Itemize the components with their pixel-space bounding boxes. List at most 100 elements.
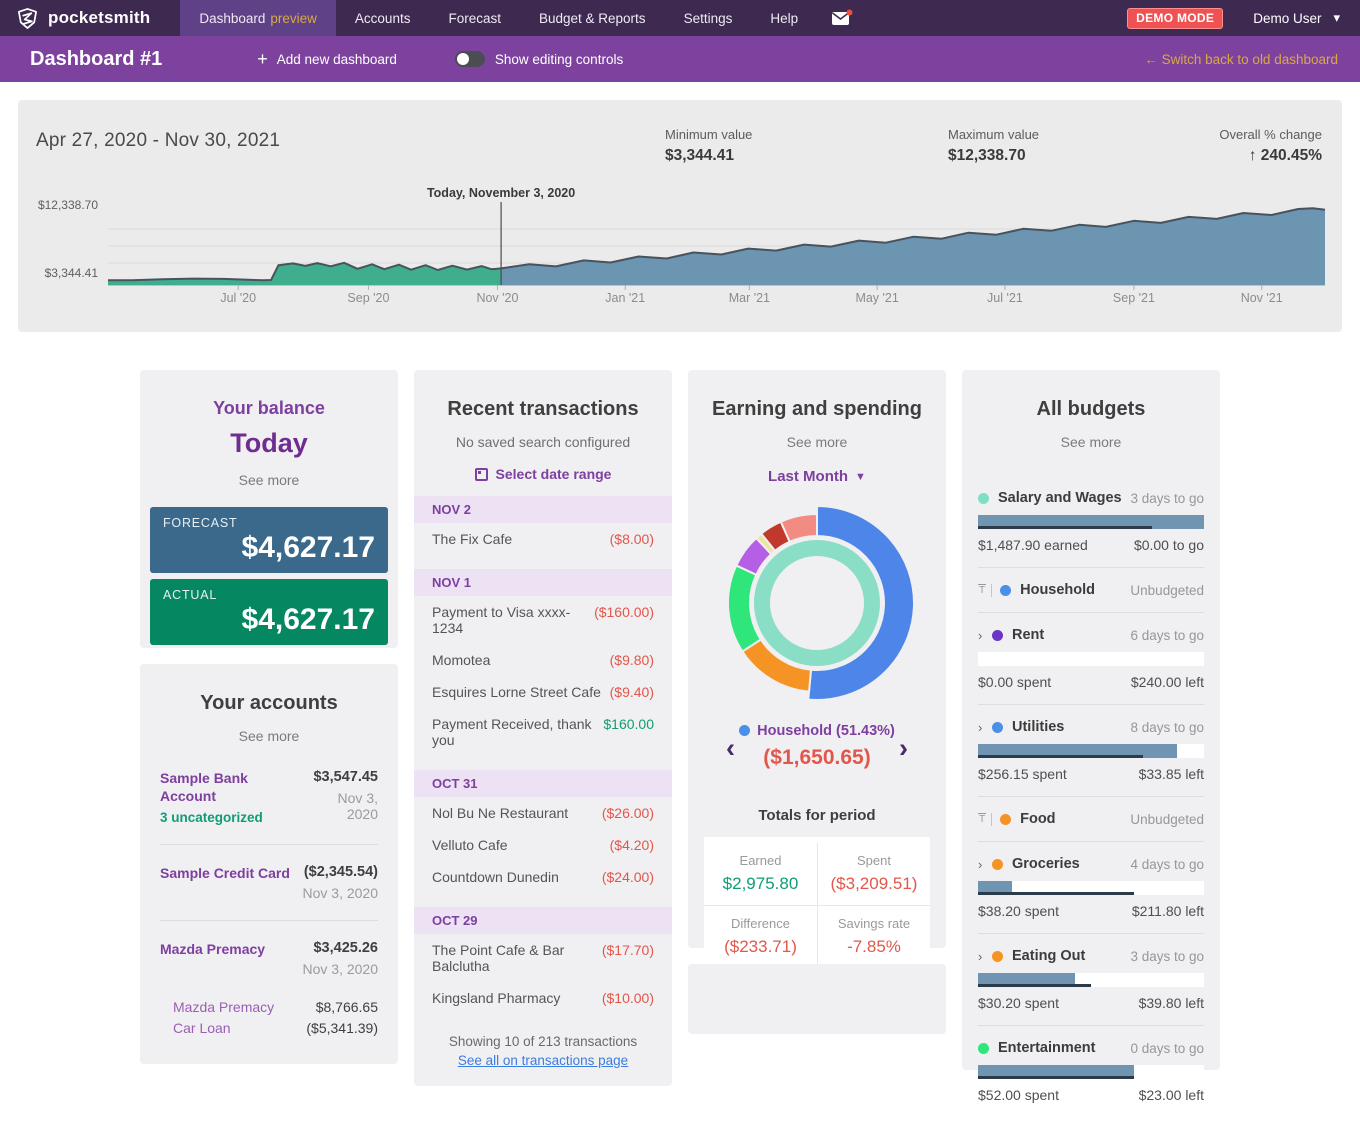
balance-forecast-area-chart[interactable]: Jul '20 Sep '20 Nov '20 Jan '21 Mar '21 May '… <box>18 100 1342 332</box>
accounts-see-more-link[interactable]: See more <box>238 728 300 744</box>
select-date-range-button[interactable]: Select date range <box>414 466 672 482</box>
transaction-row[interactable]: The Point Cafe & Bar Balclutha ($17.70) <box>414 934 672 982</box>
donut-slice-household[interactable] <box>807 504 915 701</box>
category-dot <box>992 858 1003 870</box>
transaction-name: The Point Cafe & Bar Balclutha <box>432 942 565 974</box>
add-dashboard-button[interactable]: + Add new dashboard <box>257 49 397 69</box>
toggle-switch[interactable] <box>454 51 485 67</box>
account-row[interactable]: Sample Credit Card ($2,345.54) Nov 3, 20… <box>160 844 378 920</box>
svg-text:Nov '21: Nov '21 <box>1241 291 1283 305</box>
svg-text:Jul '21: Jul '21 <box>987 291 1023 305</box>
top-navigation: pocketsmith Dashboard preview Accounts F… <box>0 0 1360 36</box>
transactions-subtitle: No saved search configured <box>455 434 631 450</box>
notification-dot <box>846 9 853 16</box>
svg-text:Sep '20: Sep '20 <box>347 291 389 305</box>
divider <box>978 567 1204 568</box>
transaction-row[interactable]: Payment to Visa xxxx-1234 ($160.00) <box>414 596 672 644</box>
transaction-row[interactable]: Momotea ($9.80) <box>414 644 672 676</box>
budget-row-groceries: › Groceries 4 days to go $38.20 spent $2… <box>978 856 1204 919</box>
transaction-date-header: NOV 2 <box>414 496 672 523</box>
transactions-count: Showing 10 of 213 transactions <box>448 1034 638 1049</box>
dropdown-triangle-icon: ▼ <box>855 470 866 483</box>
earning-spending-donut[interactable] <box>688 487 946 719</box>
pocketsmith-logo-icon <box>18 7 37 29</box>
account-row[interactable]: Sample Bank Account 3 uncategorized $3,5… <box>160 769 378 826</box>
brand-name: pocketsmith <box>48 8 151 27</box>
divider <box>978 704 1204 705</box>
editing-controls-toggle[interactable]: Show editing controls <box>454 51 623 67</box>
tab-help[interactable]: Help <box>770 10 799 26</box>
budget-row-entertainment: Entertainment 0 days to go $52.00 spent … <box>978 1040 1204 1103</box>
plus-icon: + <box>257 49 268 69</box>
total-earned: Earned $2,975.80 <box>704 843 817 906</box>
expand-chevron-icon[interactable]: › <box>978 856 983 872</box>
account-row[interactable]: Mazda Premacy $3,425.26 Nov 3, 2020 <box>160 920 378 981</box>
expand-chevron-icon[interactable]: › <box>978 719 983 735</box>
tab-settings[interactable]: Settings <box>683 10 733 26</box>
pocketsmith-logo[interactable]: pocketsmith <box>0 0 180 36</box>
stat-maximum: Maximum value $12,338.70 <box>948 127 1040 164</box>
donut-slice-slice-salmon[interactable] <box>779 512 818 544</box>
transaction-row[interactable]: The Fix Cafe ($8.00) <box>414 523 672 555</box>
budget-progress-bar <box>978 973 1204 987</box>
legend-amount: ($1,650.65) <box>763 746 871 769</box>
transaction-row[interactable]: Kingsland Pharmacy ($10.00) <box>414 982 672 1014</box>
transaction-name: The Fix Cafe <box>432 531 513 547</box>
user-menu[interactable]: Demo User <box>1253 10 1322 26</box>
uncategorized-badge[interactable]: 3 uncategorized <box>160 810 263 826</box>
chevron-down-icon[interactable]: ▾ <box>1333 10 1340 25</box>
expand-chevron-icon[interactable]: › <box>978 948 983 964</box>
total-spent: Spent ($3,209.51) <box>817 843 930 906</box>
column-4: All budgets See more Salary and Wages 3 … <box>962 370 1220 1103</box>
column-1: Your balance Today See more FORECAST $4,… <box>140 370 398 1086</box>
transaction-row[interactable]: Esquires Lorne Street Cafe ($9.40) <box>414 676 672 708</box>
left-arrow-icon: ← <box>1144 51 1158 67</box>
calendar-icon <box>474 467 488 481</box>
tab-forecast[interactable]: Forecast <box>448 10 501 26</box>
donut-legend: ‹ Household (51.43%) ($1,650.65) › <box>688 723 946 785</box>
divider <box>978 1025 1204 1026</box>
transaction-amount: ($9.40) <box>609 684 654 700</box>
transaction-row[interactable]: Countdown Dunedin ($24.00) <box>414 861 672 893</box>
switch-back-link[interactable]: ← Switch back to old dashboard <box>1144 51 1338 67</box>
accounts-title: Your accounts <box>200 692 338 714</box>
balance-title: Your balance <box>213 398 325 418</box>
budget-progress-bar <box>978 744 1204 758</box>
budgets-see-more-link[interactable]: See more <box>1060 434 1122 450</box>
stat-minimum: Minimum value $3,344.41 <box>665 127 753 164</box>
column-2: Recent transactions No saved search conf… <box>414 370 672 1086</box>
transaction-row[interactable]: Velluto Cafe ($4.20) <box>414 829 672 861</box>
divider <box>978 612 1204 613</box>
previous-slice-arrow[interactable]: ‹ <box>726 733 735 763</box>
tab-dashboard[interactable]: Dashboard preview <box>180 0 336 36</box>
toggle-knob <box>456 53 469 65</box>
period-dropdown[interactable]: Last Month ▼ <box>768 468 866 485</box>
tab-budget-reports[interactable]: Budget & Reports <box>538 10 646 26</box>
inbox-button[interactable] <box>817 0 867 36</box>
savings-rate: Savings rate -7.85% <box>817 906 930 968</box>
transaction-name: Velluto Cafe <box>432 837 508 853</box>
transaction-name: Kingsland Pharmacy <box>432 990 561 1006</box>
total-difference: Difference ($233.71) <box>724 916 797 956</box>
see-all-transactions-link[interactable]: See all on transactions page <box>457 1053 629 1068</box>
category-dot <box>992 629 1003 641</box>
budget-progress-bar <box>978 515 1204 529</box>
svg-text:Mar '21: Mar '21 <box>729 291 770 305</box>
transaction-row[interactable]: Payment Received, thank you $160.00 <box>414 708 672 756</box>
budgets-list: Salary and Wages 3 days to go $1,487.90 … <box>962 490 1220 1123</box>
tab-accounts[interactable]: Accounts <box>354 10 411 26</box>
recent-transactions-card: Recent transactions No saved search conf… <box>414 370 672 1086</box>
transaction-name: Payment Received, thank you <box>432 716 592 748</box>
earnings-inner-ring[interactable] <box>754 540 880 666</box>
widgets-grid: Your balance Today See more FORECAST $4,… <box>140 370 1220 1103</box>
budget-row-rent: › Rent 6 days to go $0.00 spent $240.00 … <box>978 627 1204 690</box>
sub-account-row[interactable]: Mazda Premacy Car Loan $8,766.65 ($5,341… <box>173 999 378 1036</box>
next-slice-arrow[interactable]: › <box>899 733 908 763</box>
expand-chevron-icon[interactable]: › <box>978 627 983 643</box>
rollup-icon: T <box>978 812 993 826</box>
balance-see-more-link[interactable]: See more <box>238 472 300 488</box>
transaction-row[interactable]: Nol Bu Ne Restaurant ($26.00) <box>414 797 672 829</box>
earning-see-more-link[interactable]: See more <box>786 434 848 450</box>
svg-text:Jan '21: Jan '21 <box>605 291 645 305</box>
earning-spending-card: Earning and spending See more Last Month… <box>688 370 946 974</box>
